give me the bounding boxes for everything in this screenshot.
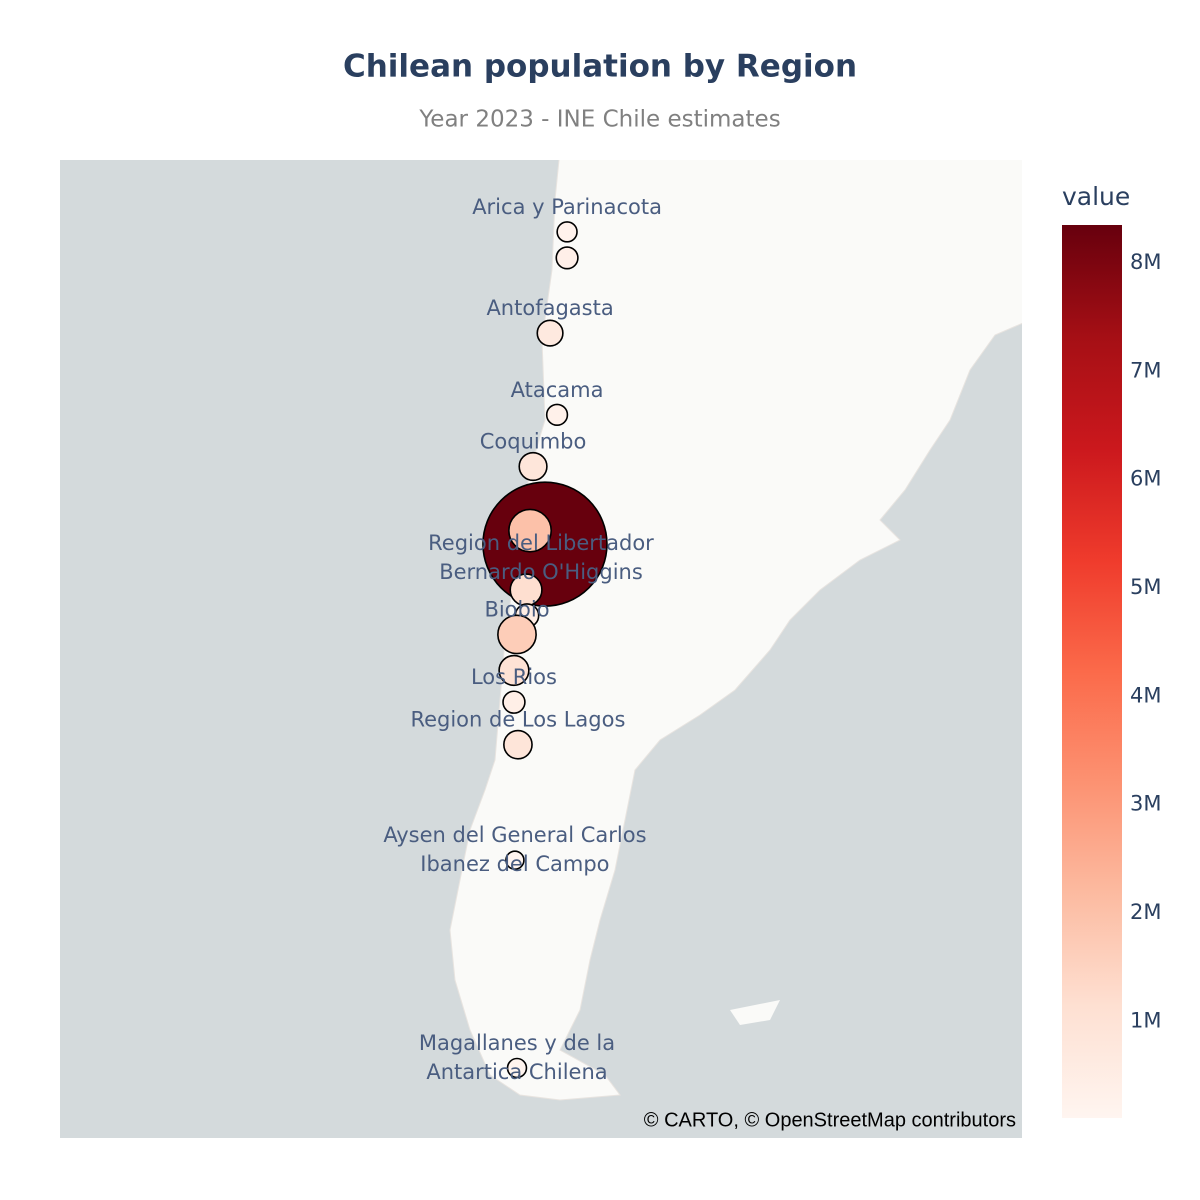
region-bubble: [518, 451, 548, 482]
colorbar: [1062, 225, 1122, 1118]
region-label: Bernardo O'Higgins: [439, 560, 643, 584]
region-label: Coquimbo: [480, 429, 587, 453]
island: [730, 1000, 780, 1025]
region-label: Ibanez del Campo: [420, 852, 609, 876]
region-label: Region del Libertador: [428, 531, 654, 555]
colorbar-tick-label: 3M: [1130, 792, 1161, 816]
region-bubble: [556, 221, 578, 243]
region-label: Magallanes y de la: [419, 1031, 615, 1055]
region-label: Region de Los Lagos: [410, 708, 625, 732]
region-bubble: [506, 1057, 528, 1079]
region-bubble: [503, 729, 533, 760]
region-label: Antofagasta: [486, 296, 613, 320]
attribution: © CARTO, © OpenStreetMap contributors: [644, 1109, 1016, 1131]
region-label: Antartica Chilena: [426, 1060, 607, 1084]
region-label: Los Rios: [471, 665, 557, 689]
region-bubble: [555, 246, 579, 270]
region-bubble: [497, 614, 537, 655]
region-bubble: [545, 403, 569, 426]
region-label: Biobio: [484, 597, 549, 621]
colorbar-tick-label: 2M: [1130, 900, 1161, 924]
colorbar-tick-label: 8M: [1130, 250, 1161, 274]
colorbar-tick-label: 1M: [1130, 1008, 1161, 1032]
region-label: Arica y Parinacota: [472, 195, 662, 219]
region-bubble: [498, 654, 530, 687]
map: Arica y Parinacota Antofagasta Atacama Coqu…: [60, 160, 1022, 1138]
colorbar-tick-label: 7M: [1130, 358, 1161, 382]
colorbar-title: value: [1062, 182, 1130, 211]
land: [449, 160, 1022, 1101]
region-bubble: [508, 508, 553, 553]
region-label: Atacama: [511, 378, 604, 402]
colorbar-tick-label: 5M: [1130, 575, 1161, 599]
chart-title: Chilean population by Region: [343, 49, 857, 85]
region-bubble: [502, 690, 526, 714]
region-bubble: [505, 850, 525, 870]
colorbar-tick-label: 6M: [1130, 467, 1161, 491]
region-bubble: [536, 319, 564, 347]
colorbar-tick-label: 4M: [1130, 683, 1161, 707]
chart-subtitle: Year 2023 - INE Chile estimates: [418, 107, 780, 133]
region-label: Aysen del General Carlos: [383, 823, 646, 847]
